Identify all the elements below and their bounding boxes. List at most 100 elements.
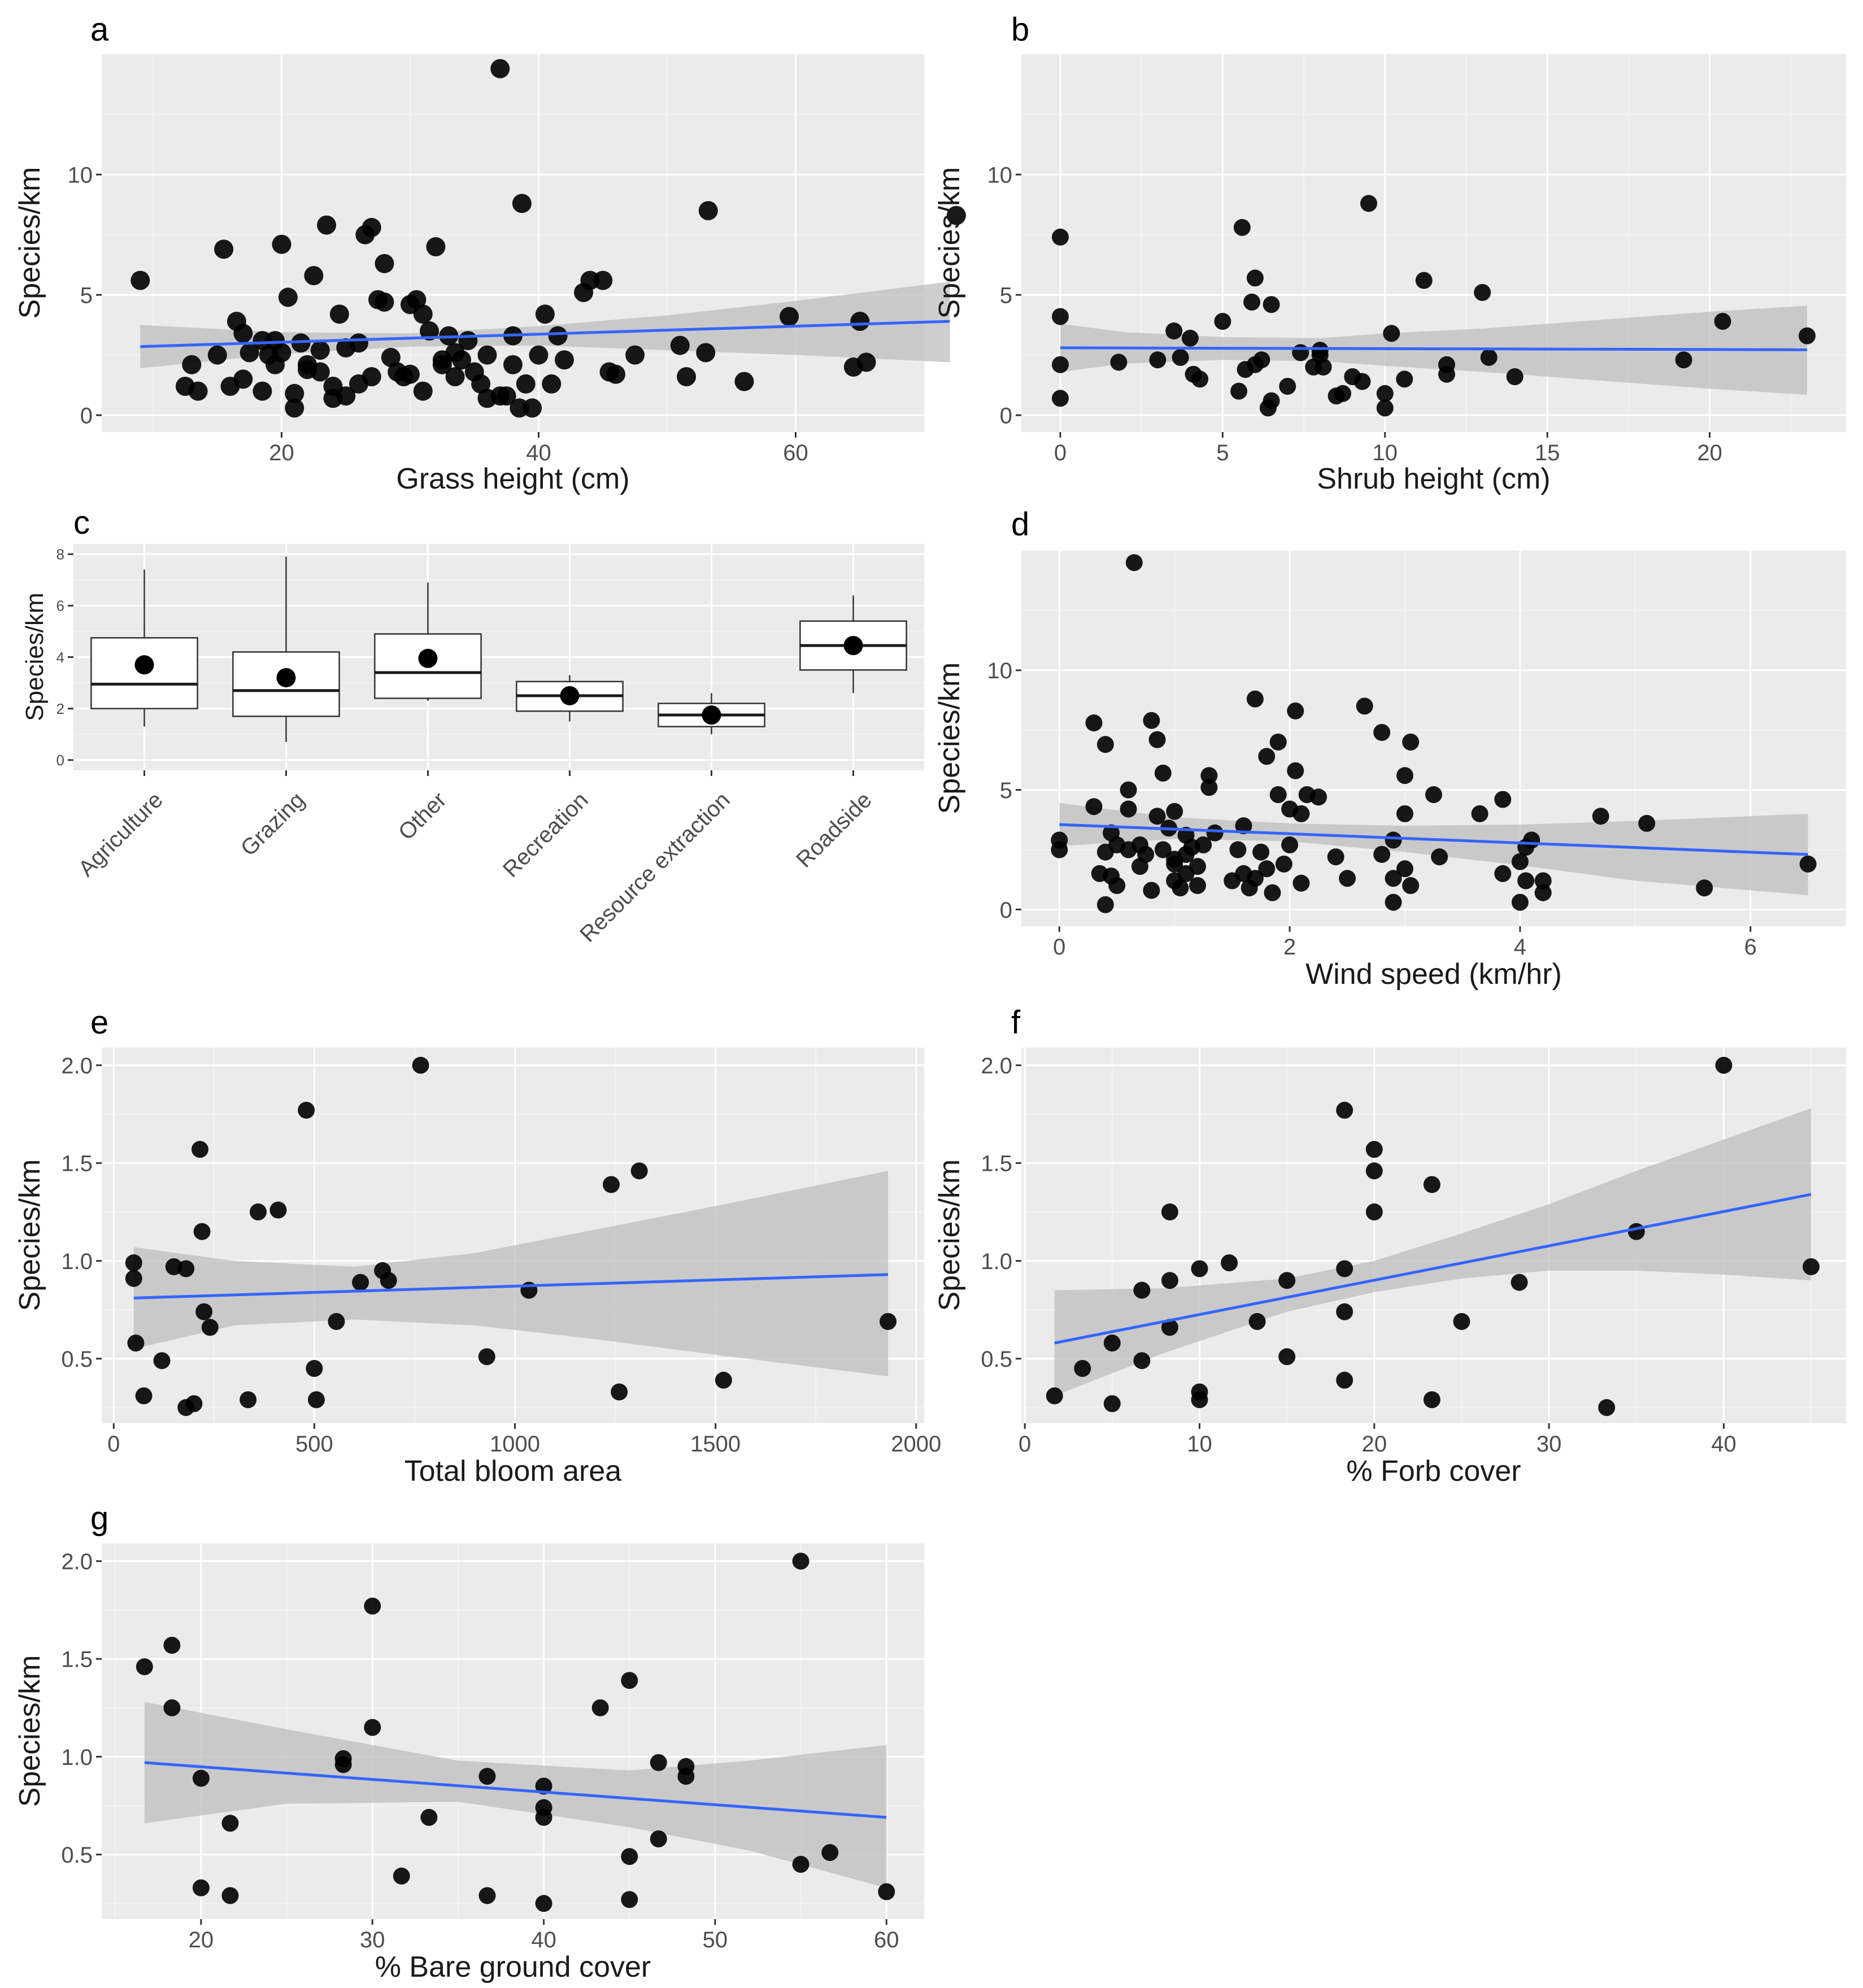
data-point <box>1046 1387 1063 1405</box>
data-point <box>1675 351 1692 369</box>
data-point <box>136 1658 153 1676</box>
data-point <box>1172 348 1189 366</box>
x-tick-label: 20 <box>269 441 294 465</box>
x-tick-label: 2000 <box>891 1432 941 1457</box>
data-point <box>1191 1391 1208 1409</box>
box-mean-point <box>134 655 154 675</box>
y-tick-label: 5 <box>1000 284 1012 308</box>
data-point <box>1279 378 1296 395</box>
data-point <box>1051 831 1068 849</box>
y-tick-label: 5 <box>80 284 93 308</box>
data-point <box>1161 1319 1178 1336</box>
data-point <box>677 1768 695 1785</box>
data-point <box>201 1319 219 1336</box>
x-axis-label: % Bare ground cover <box>375 1951 651 1983</box>
data-point <box>1269 733 1287 751</box>
data-point <box>221 1815 239 1832</box>
x-category-label: Roadside <box>791 787 877 873</box>
data-point <box>529 345 549 365</box>
y-tick-label: 6 <box>56 598 64 614</box>
y-tick-label: 0 <box>56 752 64 769</box>
panel-a: 20 40 60 Grass height (cm) 0 5 10 Species/km a <box>14 11 966 495</box>
data-point <box>650 1754 667 1771</box>
data-point <box>298 1101 315 1119</box>
data-point <box>381 347 401 367</box>
data-point <box>1523 831 1540 849</box>
data-point <box>535 1777 552 1795</box>
data-point <box>1336 1303 1353 1320</box>
x-tick-label: 0 <box>107 1432 120 1457</box>
data-point <box>317 215 337 235</box>
y-tick-label: 4 <box>56 649 64 666</box>
data-point <box>1161 1272 1178 1289</box>
data-point <box>1373 723 1391 741</box>
data-point <box>1189 858 1206 875</box>
data-point <box>1365 1203 1383 1220</box>
panel-letter: c <box>73 504 90 541</box>
box-grazing <box>232 556 340 742</box>
data-point <box>1383 325 1400 342</box>
x-tick-label: 30 <box>1536 1432 1562 1457</box>
data-point <box>192 1769 210 1787</box>
data-point <box>621 1848 638 1865</box>
data-point <box>1281 836 1299 853</box>
x-category-label: Other <box>394 787 451 845</box>
data-point <box>285 383 304 403</box>
x-tick-label: 15 <box>1535 441 1560 465</box>
data-point <box>1125 554 1143 572</box>
data-point <box>1085 798 1103 816</box>
data-point <box>265 355 285 374</box>
box-recreation <box>516 675 624 722</box>
data-point <box>1165 322 1183 339</box>
x-tick-label: 6 <box>1744 935 1757 960</box>
data-point <box>336 338 356 358</box>
data-point <box>606 364 625 384</box>
data-point <box>1715 1057 1733 1074</box>
data-point <box>780 307 799 326</box>
y-tick-label: 10 <box>68 163 93 188</box>
data-point <box>603 1176 620 1193</box>
x-tick-label: 30 <box>360 1928 385 1952</box>
x-category-label: Grazing <box>236 787 310 861</box>
y-tick-label: 1.5 <box>61 1647 93 1672</box>
data-point <box>1339 870 1356 887</box>
data-point <box>1327 848 1344 866</box>
y-axis-label: Species/km <box>933 1159 966 1311</box>
data-point <box>1402 733 1420 751</box>
x-category-label: Agriculture <box>74 787 168 881</box>
data-point <box>240 1391 257 1409</box>
data-point <box>1627 1223 1645 1240</box>
data-point <box>1230 382 1248 400</box>
data-point <box>878 1883 895 1900</box>
data-point <box>328 1313 345 1330</box>
data-point <box>130 271 150 290</box>
data-point <box>1373 845 1391 863</box>
data-point <box>625 345 645 365</box>
data-point <box>298 355 317 374</box>
panel-letter: d <box>1011 506 1029 543</box>
data-point <box>426 237 446 256</box>
data-point <box>621 1672 638 1689</box>
data-point <box>471 374 491 394</box>
data-point <box>1221 1254 1238 1271</box>
x-axis-label: Shrub height (cm) <box>1317 463 1550 495</box>
data-point <box>1278 1348 1296 1366</box>
data-point <box>1799 855 1817 873</box>
data-point <box>1511 853 1529 870</box>
data-point <box>393 1867 410 1885</box>
data-point <box>1172 879 1189 897</box>
y-axis-label: Species/km <box>933 167 966 319</box>
y-tick-label: 0 <box>1000 898 1012 923</box>
data-point <box>233 324 253 343</box>
box-mean-point <box>560 686 580 705</box>
box-mean-point <box>276 668 296 687</box>
panel-f: 0 10 20 30 40 % Forb cover 0.5 1.0 1.5 2.0 Species… <box>933 1004 1846 1488</box>
data-point <box>555 350 574 370</box>
y-tick-label: 2 <box>56 700 64 717</box>
data-point <box>1195 836 1212 853</box>
data-point <box>677 367 697 386</box>
data-point <box>1137 845 1155 863</box>
y-tick-label: 0.5 <box>61 1843 93 1868</box>
panel-d: 0 2 4 6 Wind speed (km/hr) 0 5 10 Species/km d <box>933 506 1846 991</box>
data-point <box>352 1274 369 1291</box>
